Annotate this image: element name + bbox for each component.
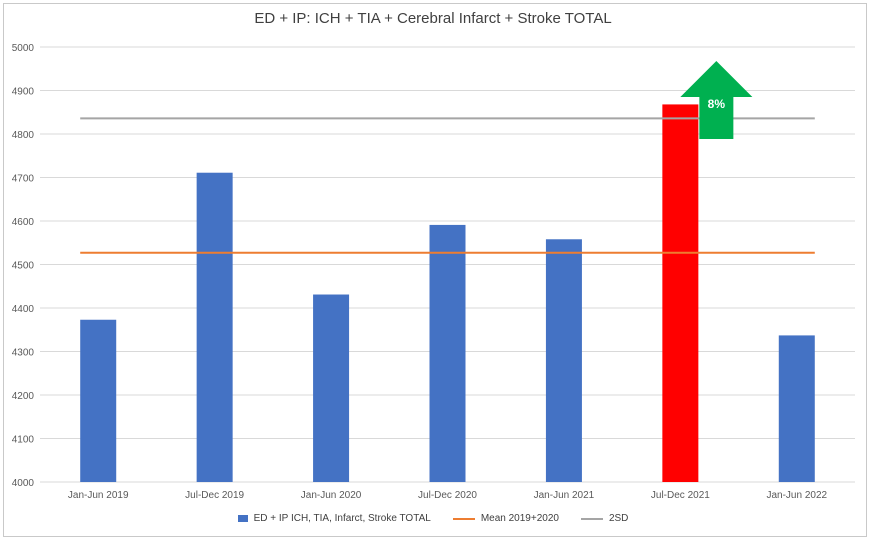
bar xyxy=(429,224,466,483)
annotation-label: 8% xyxy=(708,97,726,111)
y-tick-label: 4600 xyxy=(12,217,35,228)
legend-item-bars: ED + IP ICH, TIA, Infarct, Stroke TOTAL xyxy=(237,513,431,524)
chart-legend: ED + IP ICH, TIA, Infarct, Stroke TOTAL … xyxy=(0,513,866,524)
chart-title: ED + IP: ICH + TIA + Cerebral Infarct + … xyxy=(254,10,612,27)
annotation-group: 8% xyxy=(680,61,753,139)
y-tick-label: 4000 xyxy=(12,478,35,489)
y-tick-label: 4900 xyxy=(12,87,35,98)
x-axis-tick-labels: Jan-Jun 2019 Jul-Dec 2019 Jan-Jun 2020 Jul-… xyxy=(68,490,828,501)
bar xyxy=(196,172,233,482)
bar xyxy=(778,335,815,482)
y-tick-label: 4200 xyxy=(12,391,35,402)
reference-lines xyxy=(80,117,815,254)
legend-label-bars: ED + IP ICH, TIA, Infarct, Stroke TOTAL xyxy=(253,513,431,524)
y-tick-label: 4100 xyxy=(12,435,35,446)
x-tick-label: Jan-Jun 2019 xyxy=(68,490,129,501)
legend-label-2sd: 2SD xyxy=(608,513,629,524)
x-tick-label: Jul-Dec 2020 xyxy=(418,490,477,501)
y-tick-label: 4400 xyxy=(12,304,35,315)
legend-swatch-mean xyxy=(452,517,475,520)
x-tick-label: Jan-Jun 2020 xyxy=(301,490,362,501)
bar-highlight xyxy=(662,104,699,483)
y-tick-label: 5000 xyxy=(12,43,35,54)
y-tick-label: 4700 xyxy=(12,174,35,185)
x-tick-label: Jan-Jun 2022 xyxy=(766,490,827,501)
x-tick-label: Jul-Dec 2019 xyxy=(185,490,244,501)
up-arrow-icon xyxy=(680,61,753,139)
y-tick-label: 4500 xyxy=(12,261,35,272)
legend-item-2sd: 2SD xyxy=(580,513,629,524)
bar xyxy=(545,239,582,482)
legend-swatch-2sd xyxy=(580,517,603,520)
bar xyxy=(80,319,117,482)
x-tick-label: Jan-Jun 2021 xyxy=(534,490,595,501)
y-axis-tick-labels: 4000 4100 4200 4300 4400 4500 4600 4700 4800 4900… xyxy=(12,43,35,489)
bar-series xyxy=(80,104,815,483)
legend-item-mean: Mean 2019+2020 xyxy=(452,513,559,524)
x-tick-label: Jul-Dec 2021 xyxy=(651,490,710,501)
legend-swatch-bars xyxy=(237,515,248,522)
bar xyxy=(313,294,350,482)
y-tick-label: 4300 xyxy=(12,348,35,359)
gridlines xyxy=(40,46,855,483)
y-tick-label: 4800 xyxy=(12,130,35,141)
legend-label-mean: Mean 2019+2020 xyxy=(480,513,559,524)
